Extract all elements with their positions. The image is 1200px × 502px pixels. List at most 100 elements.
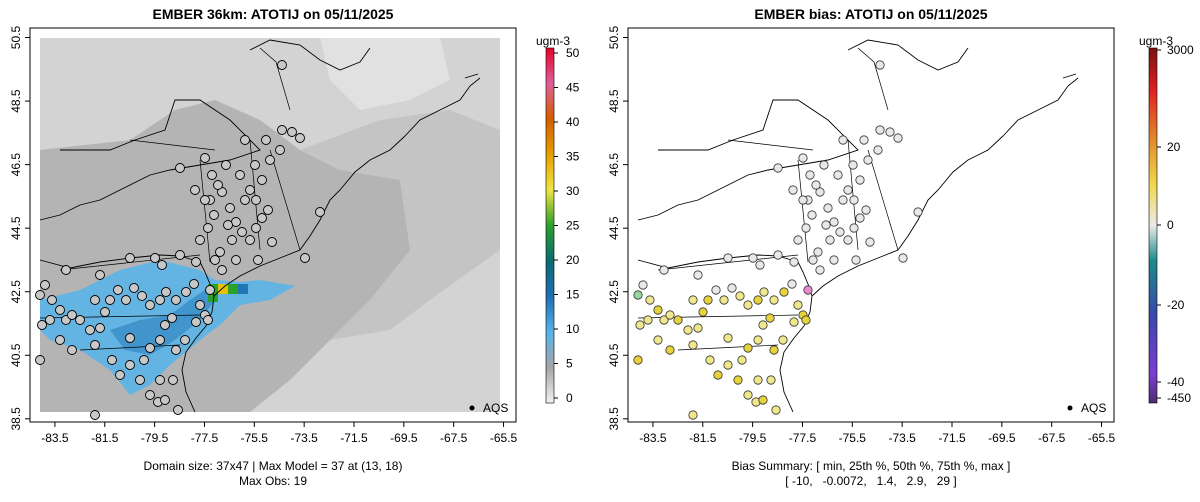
station-marker (150, 253, 160, 263)
station-marker (145, 343, 155, 353)
station-marker (743, 343, 753, 353)
station-marker (129, 283, 139, 293)
station-marker (105, 295, 115, 305)
station-marker (161, 287, 171, 297)
station-marker (180, 335, 190, 345)
station-marker (633, 355, 643, 365)
x-tick-label: -71.5 (340, 431, 368, 445)
station-marker (210, 255, 220, 265)
station-marker (635, 320, 645, 330)
station-marker (743, 300, 753, 310)
station-marker (705, 355, 715, 365)
station-marker (755, 260, 765, 270)
station-marker (257, 175, 267, 185)
x-tick-label: -79.5 (739, 431, 767, 445)
y-tick-label: 50.5 (9, 26, 23, 50)
station-marker (250, 160, 260, 170)
station-marker (665, 310, 675, 320)
station-marker (849, 223, 859, 233)
panel-1-hotspot-blue (238, 284, 248, 294)
station-marker (789, 257, 799, 267)
legend-tick-label: 20 (566, 253, 580, 267)
station-marker (693, 270, 703, 280)
station-marker (191, 257, 201, 267)
station-marker (203, 223, 213, 233)
station-marker (723, 253, 733, 263)
station-marker (789, 317, 799, 327)
station-marker (37, 320, 47, 330)
station-marker (217, 265, 227, 275)
station-marker (788, 185, 798, 195)
legend-tick-label: 10 (566, 322, 580, 336)
station-marker (727, 283, 737, 293)
panel-1-y-ticks: 38.5 40.5 42.5 44.5 46.5 48.5 50.5 (9, 26, 30, 431)
panel-2-marker-label: AQS (1081, 401, 1106, 415)
station-marker (815, 187, 825, 197)
station-marker (758, 320, 768, 330)
panel-2-map: AQS (633, 39, 1106, 420)
station-marker (155, 295, 165, 305)
station-marker (95, 323, 105, 333)
y-tick-label: 40.5 (9, 343, 23, 367)
station-marker (85, 325, 95, 335)
station-marker (221, 160, 231, 170)
x-tick-label: -69.5 (988, 431, 1016, 445)
station-marker (703, 295, 713, 305)
station-marker (855, 175, 865, 185)
station-marker (683, 325, 693, 335)
station-marker (793, 235, 803, 245)
legend-tick-label: -450 (1167, 391, 1191, 405)
station-marker (688, 295, 698, 305)
station-marker (155, 375, 165, 385)
station-marker (253, 255, 263, 265)
station-marker (713, 370, 723, 380)
panel-1-marker-label: AQS (483, 401, 508, 415)
station-marker (849, 195, 859, 205)
y-tick-label: 44.5 (607, 216, 621, 240)
station-marker (893, 133, 903, 143)
station-marker (175, 250, 185, 260)
panel-1-hotspot-green2 (228, 284, 238, 294)
panel-2-legend-unit: ugm-3 (1139, 34, 1173, 48)
station-marker (711, 285, 721, 295)
station-marker (35, 355, 45, 365)
panel-1-marker-dot (469, 405, 475, 411)
legend-tick-label: 20 (1167, 140, 1181, 154)
station-marker (769, 295, 779, 305)
station-marker (215, 247, 225, 257)
y-tick-label: 50.5 (607, 26, 621, 50)
x-tick-label: -75.5 (839, 431, 867, 445)
station-marker (235, 170, 245, 180)
x-tick-label: -65.5 (1088, 431, 1116, 445)
station-marker (638, 280, 648, 290)
station-marker (203, 315, 213, 325)
x-tick-label: -77.5 (191, 431, 219, 445)
station-marker (815, 265, 825, 275)
station-marker (277, 125, 287, 135)
station-marker (848, 160, 858, 170)
x-tick-label: -79.5 (141, 431, 169, 445)
legend-tick-label: 0 (566, 391, 573, 405)
station-marker (100, 307, 110, 317)
station-marker (698, 307, 708, 317)
station-marker (90, 410, 100, 420)
station-marker (67, 345, 77, 355)
station-marker (645, 295, 655, 305)
station-marker (833, 170, 843, 180)
station-marker (245, 235, 255, 245)
station-marker (753, 375, 763, 385)
station-marker (300, 253, 310, 263)
panel-2-legend-ticks: -450 -40 -20 0 20 3000 (1157, 43, 1194, 405)
station-marker (40, 280, 50, 290)
station-marker (237, 227, 247, 237)
station-marker (821, 220, 831, 230)
station-marker (95, 270, 105, 280)
station-marker (139, 355, 149, 365)
legend-tick-label: 35 (566, 150, 580, 164)
station-marker (773, 163, 783, 173)
x-tick-label: -83.5 (639, 431, 667, 445)
station-marker (295, 133, 305, 143)
station-marker (825, 235, 835, 245)
station-marker (225, 203, 235, 213)
station-marker (195, 235, 205, 245)
